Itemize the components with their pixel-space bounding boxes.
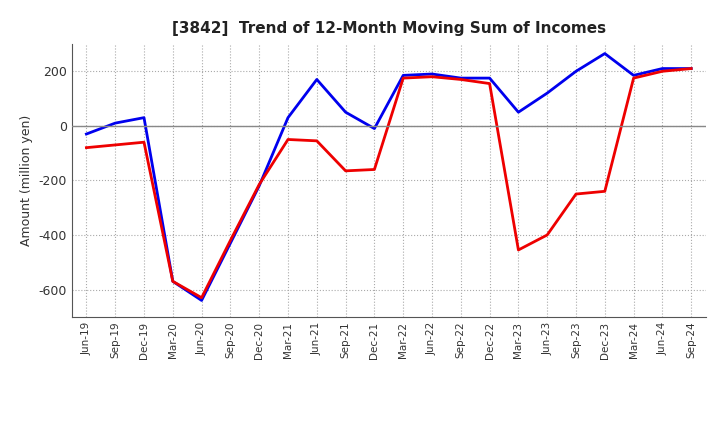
Ordinary Income — [485, 75, 494, 81]
Ordinary Income — [687, 66, 696, 71]
Net Income — [485, 81, 494, 86]
Line: Ordinary Income: Ordinary Income — [86, 54, 691, 301]
Ordinary Income — [168, 279, 177, 284]
Net Income — [687, 66, 696, 71]
Ordinary Income — [284, 115, 292, 120]
Net Income — [226, 238, 235, 243]
Ordinary Income — [658, 66, 667, 71]
Y-axis label: Amount (million yen): Amount (million yen) — [20, 115, 33, 246]
Line: Net Income: Net Income — [86, 69, 691, 298]
Net Income — [82, 145, 91, 150]
Net Income — [514, 247, 523, 253]
Ordinary Income — [255, 183, 264, 188]
Ordinary Income — [82, 132, 91, 137]
Net Income — [572, 191, 580, 197]
Ordinary Income — [312, 77, 321, 82]
Net Income — [399, 75, 408, 81]
Net Income — [111, 142, 120, 147]
Ordinary Income — [456, 75, 465, 81]
Net Income — [543, 232, 552, 238]
Net Income — [456, 77, 465, 82]
Net Income — [140, 139, 148, 145]
Ordinary Income — [543, 91, 552, 96]
Ordinary Income — [428, 71, 436, 77]
Ordinary Income — [572, 69, 580, 74]
Ordinary Income — [226, 241, 235, 246]
Ordinary Income — [140, 115, 148, 120]
Ordinary Income — [197, 298, 206, 303]
Title: [3842]  Trend of 12-Month Moving Sum of Incomes: [3842] Trend of 12-Month Moving Sum of I… — [172, 21, 606, 36]
Net Income — [428, 74, 436, 79]
Ordinary Income — [370, 126, 379, 131]
Ordinary Income — [514, 110, 523, 115]
Ordinary Income — [399, 73, 408, 78]
Net Income — [284, 137, 292, 142]
Ordinary Income — [341, 110, 350, 115]
Net Income — [312, 138, 321, 143]
Net Income — [629, 75, 638, 81]
Net Income — [255, 182, 264, 187]
Net Income — [370, 167, 379, 172]
Ordinary Income — [111, 121, 120, 126]
Net Income — [197, 295, 206, 301]
Ordinary Income — [600, 51, 609, 56]
Net Income — [341, 168, 350, 173]
Net Income — [658, 69, 667, 74]
Net Income — [600, 189, 609, 194]
Ordinary Income — [629, 73, 638, 78]
Net Income — [168, 279, 177, 284]
